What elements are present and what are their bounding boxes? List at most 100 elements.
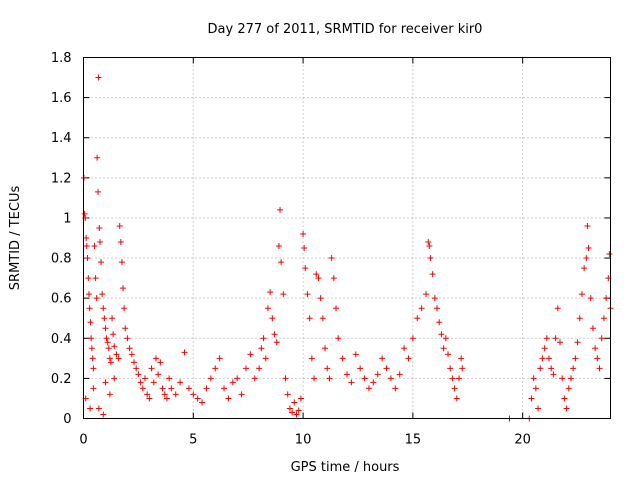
data-point [311,375,318,382]
data-point [135,371,142,378]
data-point [199,399,206,406]
data-point [260,335,267,342]
data-point [94,188,101,195]
data-point [387,375,394,382]
data-point [106,355,113,362]
data-point [313,271,320,278]
y-tick-label: 1 [63,211,71,226]
data-point [317,295,324,302]
data-point [181,349,188,356]
data-point [93,295,100,302]
data-point [102,379,109,386]
data-point [190,391,197,398]
data-point [585,245,592,252]
data-point [286,405,293,412]
data-point [155,371,162,378]
data-point [120,285,127,292]
data-point [315,275,322,282]
data-point [96,224,103,231]
chart-title: Day 277 of 2011, SRMTID for receiver kir… [208,22,483,37]
data-point [453,395,460,402]
data-point [203,385,210,392]
data-point [539,355,546,362]
data-point [234,375,241,382]
data-point [166,375,173,382]
data-point [271,331,278,338]
data-point [297,395,304,402]
data-point [106,391,113,398]
data-point [581,265,588,272]
data-point [109,315,116,322]
y-tick-label: 0.2 [51,372,72,387]
data-point [414,315,421,322]
data-point [589,325,596,332]
data-point [596,365,603,372]
data-point [87,319,94,326]
x-tick-label: 5 [189,433,197,448]
data-point [322,345,329,352]
data-point [330,275,337,282]
data-point [83,235,90,241]
data-point [431,295,438,302]
data-point [572,355,579,362]
data-point [606,251,613,258]
data-point [328,255,335,262]
data-point [111,343,118,350]
data-point [434,305,441,312]
data-point [405,355,412,362]
data-point [273,339,280,346]
y-tick-label: 0.8 [51,252,72,267]
data-point [277,206,284,213]
data-point [567,375,574,382]
data-point [88,345,95,352]
data-point [423,291,430,298]
data-point [168,385,175,392]
data-point [105,345,112,352]
data-point [442,335,449,342]
data-point [194,395,201,402]
data-point [144,391,151,398]
data-point [256,365,263,372]
data-point [300,230,307,237]
data-point [324,365,331,372]
data-point [177,379,184,386]
data-point [83,243,90,250]
data-point [88,335,95,342]
data-point [592,345,599,352]
y-tick-label: 1.4 [51,131,72,146]
data-point [92,275,99,282]
data-point [282,375,289,382]
data-point [563,405,570,412]
plot-frame [83,57,611,419]
data-point [374,371,381,378]
data-point [530,375,537,382]
data-point [289,409,296,416]
data-point [541,345,548,352]
data-point [90,385,97,392]
data-point [126,345,133,352]
data-point [418,305,425,312]
data-point [587,295,594,302]
data-point [429,271,436,278]
data-point [221,385,228,392]
data-point [207,375,214,382]
data-point [172,391,179,398]
data-point [344,371,350,378]
data-point [258,345,265,352]
data-point [447,365,454,372]
data-point [293,411,300,418]
data-point [242,365,249,372]
data-point [383,365,390,372]
data-point [275,243,282,250]
data-point [133,365,140,372]
data-point [339,355,346,362]
data-point [100,411,107,418]
data-point [427,255,434,262]
data-point [85,275,92,282]
data-point [409,335,416,342]
data-point [335,335,342,342]
data-point [118,259,125,266]
data-point [379,355,386,362]
data-point [449,375,456,382]
data-point [110,331,117,338]
